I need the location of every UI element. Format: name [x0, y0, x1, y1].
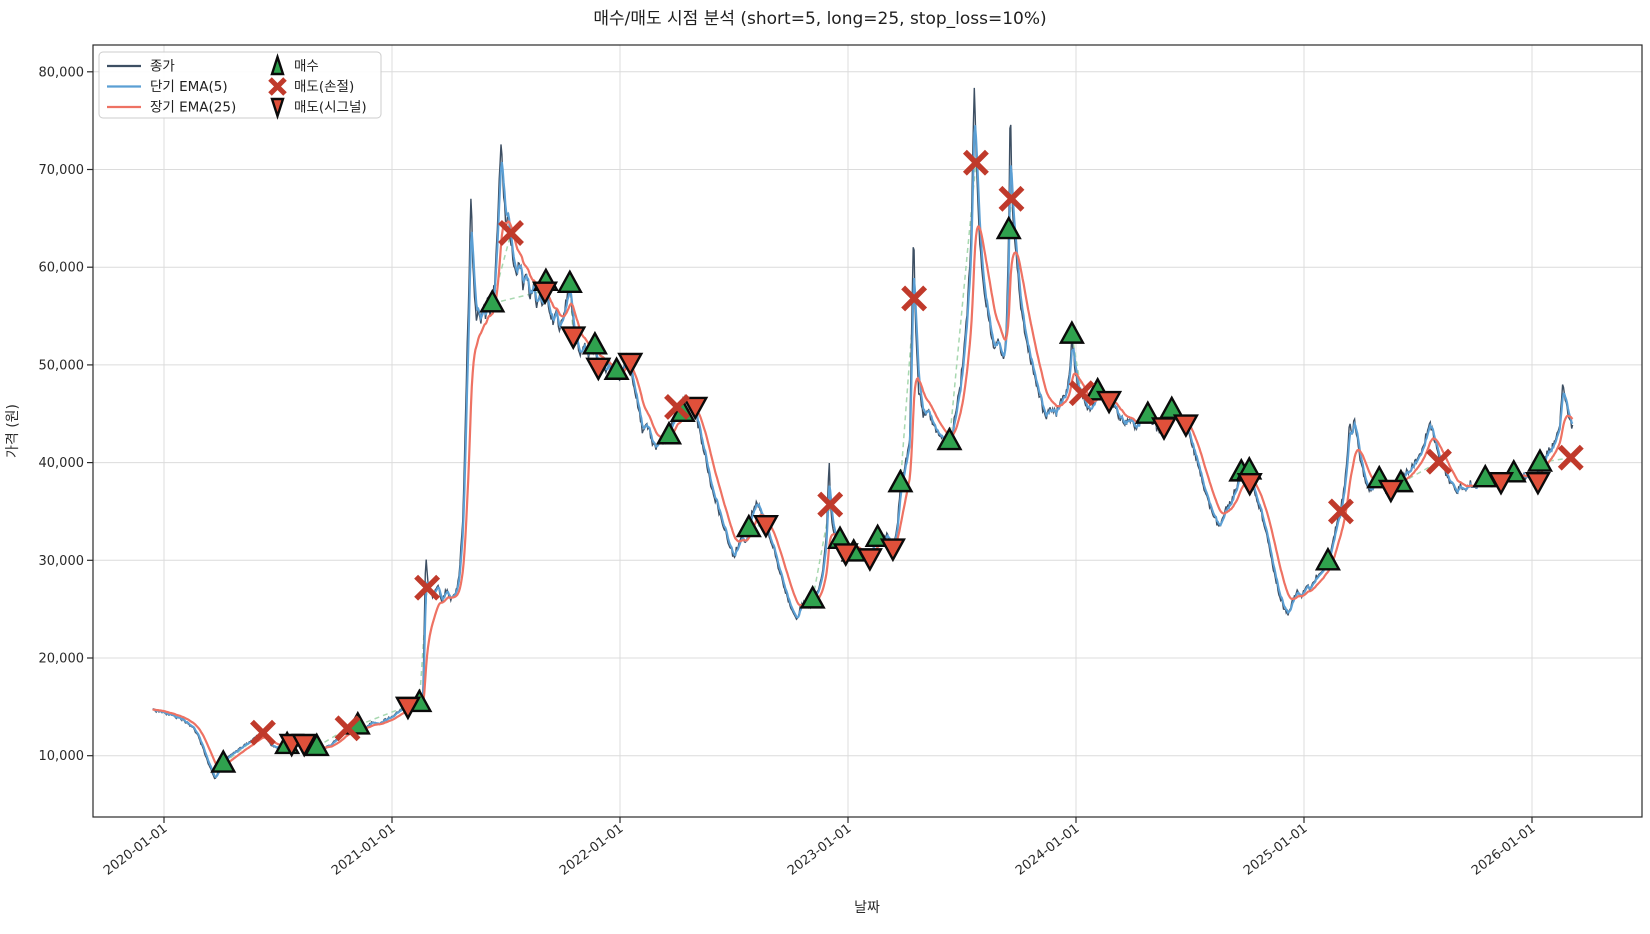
legend-label-ema-short: 단기 EMA(5)	[150, 79, 228, 95]
x-tick-label: 2025-01-01	[1241, 821, 1310, 878]
y-tick-label: 10,000	[39, 749, 85, 764]
legend-label-close: 종가	[150, 59, 175, 75]
x-tick-label: 2023-01-01	[785, 821, 854, 878]
legend-label-ema-long: 장기 EMA(25)	[150, 100, 236, 116]
y-tick-label: 80,000	[39, 65, 85, 80]
y-tick-label: 60,000	[39, 261, 85, 276]
legend-item-buy: 매수	[272, 57, 319, 75]
x-tick-label: 2024-01-01	[1013, 821, 1082, 878]
y-tick-label: 70,000	[39, 163, 85, 178]
y-tick-label: 50,000	[39, 358, 85, 373]
chart-title: 매수/매도 시점 분석 (short=5, long=25, stop_loss…	[593, 9, 1046, 29]
x-axis-label: 날짜	[854, 900, 880, 916]
y-axis-label: 가격 (원)	[5, 404, 21, 458]
y-tick-label: 40,000	[39, 456, 85, 471]
x-tick-label: 2020-01-01	[101, 821, 170, 878]
y-tick-label: 30,000	[39, 554, 85, 569]
x-tick-label: 2022-01-01	[557, 821, 626, 878]
y-tick-label: 20,000	[39, 652, 85, 667]
legend-label-sell-signal: 매도(시그널)	[294, 100, 367, 116]
x-tick-label: 2026-01-01	[1469, 821, 1538, 878]
legend: 종가 단기 EMA(5) 장기 EMA(25) 매수 매도(손절) 매도(시그널…	[99, 52, 381, 118]
plot-area	[93, 45, 1642, 817]
legend-label-buy: 매수	[294, 59, 319, 75]
legend-label-sell-stop: 매도(손절)	[294, 79, 354, 95]
x-tick-label: 2021-01-01	[329, 821, 398, 878]
